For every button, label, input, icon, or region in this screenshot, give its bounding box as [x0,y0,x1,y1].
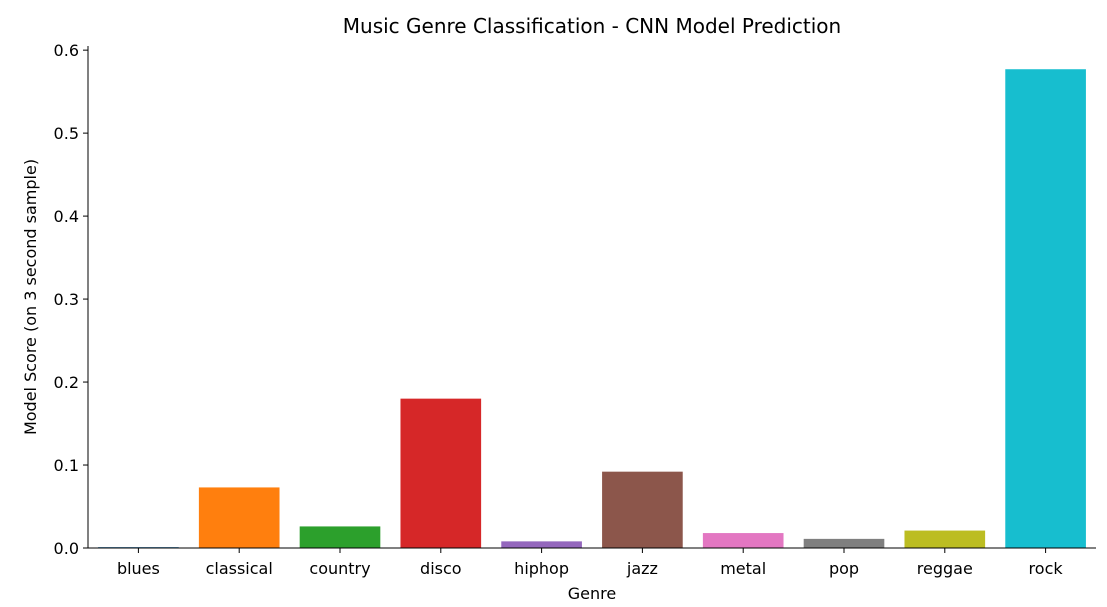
x-tick-label: country [309,559,370,578]
bars [98,69,1086,548]
y-tick-label: 0.1 [54,456,79,475]
bar-jazz [602,471,683,548]
bar-disco [400,398,482,548]
x-axis-ticks: blues classical country disco hiphop jazz meta… [117,548,1063,578]
bar-metal [702,533,784,548]
y-tick-label: 0.6 [54,41,79,60]
x-tick-label: metal [720,559,766,578]
y-tick-label: 0.0 [54,539,79,558]
x-tick-label: classical [206,559,273,578]
x-tick-label: disco [420,559,462,578]
x-axis-label: Genre [568,584,616,603]
bar-classical [198,487,280,548]
x-tick-label: reggae [917,559,973,578]
y-tick-label: 0.5 [54,124,79,143]
y-tick-label: 0.3 [54,290,79,309]
y-tick-label: 0.4 [54,207,79,226]
x-tick-label: pop [829,559,859,578]
bar-country [299,526,381,548]
y-axis-label: Model Score (on 3 second sample) [21,159,40,435]
x-tick-label: jazz [626,559,658,578]
x-tick-label: hiphop [514,559,569,578]
bar-pop [803,538,885,548]
x-tick-label: blues [117,559,160,578]
bar-reggae [904,530,986,548]
x-tick-label: rock [1029,559,1064,578]
bar-rock [1005,69,1086,548]
y-tick-label: 0.2 [54,373,79,392]
chart-title: Music Genre Classification - CNN Model P… [343,14,841,38]
bar-hiphop [501,541,582,548]
y-axis-ticks: 0.0 0.1 0.2 0.3 0.4 0.5 0.6 [54,41,88,558]
